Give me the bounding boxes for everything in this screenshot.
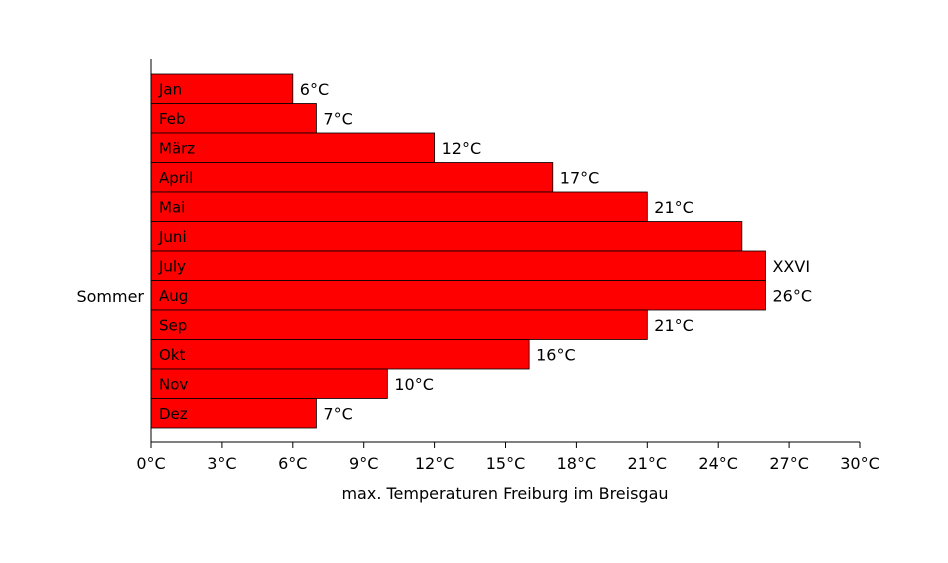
value-label-2: 12°C: [442, 139, 482, 158]
x-tick-label-7: 21°C: [628, 454, 668, 473]
bar-6: [150, 250, 766, 281]
x-tick-label-9: 27°C: [769, 454, 809, 473]
x-tick-label-6: 18°C: [557, 454, 597, 473]
bar-4: [150, 191, 648, 222]
category-label-10: Nov: [159, 375, 188, 393]
value-label-0: 6°C: [300, 80, 329, 99]
value-label-7: 26°C: [772, 286, 812, 305]
category-label-6: July: [158, 257, 186, 275]
x-tick-label-5: 15°C: [486, 454, 526, 473]
x-axis-label: max. Temperaturen Freiburg im Breisgau: [341, 484, 668, 503]
category-label-4: Mai: [159, 198, 185, 216]
x-tick-label-2: 6°C: [278, 454, 307, 473]
x-tick-label-8: 24°C: [698, 454, 738, 473]
value-label-10: 10°C: [394, 375, 434, 394]
value-label-1: 7°C: [323, 109, 352, 128]
bar-7: [150, 280, 766, 311]
x-tick-label-4: 12°C: [415, 454, 455, 473]
category-label-0: Jan: [158, 80, 182, 98]
category-label-9: Okt: [159, 346, 185, 364]
group-label: Sommer: [76, 287, 144, 306]
bar-10: [150, 368, 388, 399]
x-tick-label-10: 30°C: [840, 454, 880, 473]
x-tick-label-1: 3°C: [207, 454, 236, 473]
bar-8: [150, 309, 648, 340]
category-label-1: Feb: [159, 110, 186, 128]
category-label-7: Aug: [159, 287, 188, 305]
value-label-8: 21°C: [654, 316, 694, 335]
value-label-6: XXVI: [772, 257, 810, 276]
bar-11: [150, 398, 317, 429]
category-label-11: Dez: [159, 405, 188, 423]
bar-9: [150, 339, 530, 370]
category-label-8: Sep: [159, 316, 187, 334]
bar-3: [150, 162, 554, 193]
x-tick-label-0: 0°C: [136, 454, 165, 473]
category-labels: Jan Feb März April Mai Juni July Aug Sep Okt Nov De…: [158, 80, 195, 423]
value-label-11: 7°C: [323, 404, 352, 423]
bar-1: [150, 103, 317, 134]
category-label-5: Juni: [158, 228, 187, 246]
value-label-9: 16°C: [536, 345, 576, 364]
x-tick-label-3: 9°C: [349, 454, 378, 473]
bar-2: [150, 132, 436, 163]
bars-group: [150, 73, 766, 429]
category-label-2: März: [159, 139, 195, 157]
x-ticks: 0°C 3°C 6°C 9°C 12°C 15°C 18°C 21°C 24°C 27°C 30°C: [136, 442, 880, 473]
value-label-4: 21°C: [654, 198, 694, 217]
category-label-3: April: [159, 169, 193, 187]
bar-5: [150, 221, 743, 252]
bar-0: [150, 73, 294, 104]
value-label-3: 17°C: [560, 168, 600, 187]
value-labels: 6°C 7°C 12°C 17°C 21°C XXVI 26°C 21°C 16°C 10°C 7°…: [300, 80, 812, 424]
